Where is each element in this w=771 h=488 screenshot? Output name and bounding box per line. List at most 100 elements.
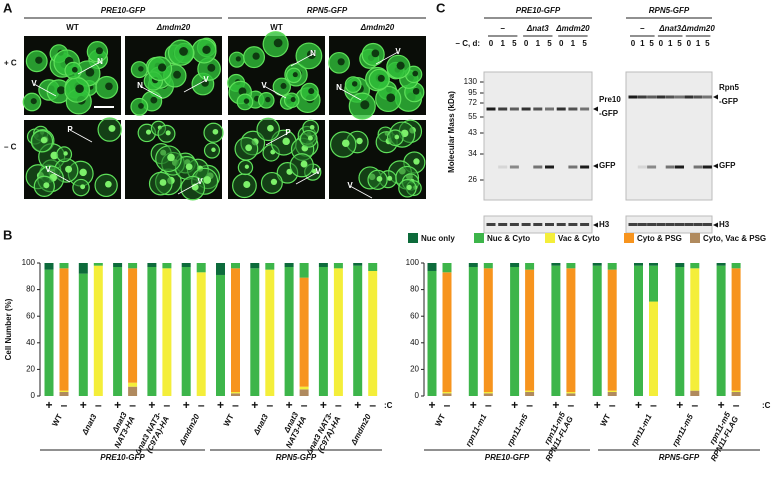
organelle bbox=[307, 135, 313, 141]
strain-label: Δnat3 bbox=[251, 412, 270, 437]
bar-segment bbox=[128, 263, 138, 269]
condition-sign: – bbox=[232, 398, 239, 412]
organelle bbox=[150, 96, 158, 104]
lane-number: 1 bbox=[696, 39, 701, 48]
bar-segment bbox=[299, 389, 309, 396]
blot-title: PRE10-GFP bbox=[516, 6, 561, 15]
organelle bbox=[201, 79, 209, 87]
annotation: V bbox=[395, 47, 401, 56]
organelle bbox=[43, 182, 50, 189]
organelle bbox=[341, 139, 350, 148]
organelle bbox=[387, 175, 393, 181]
organelle bbox=[337, 58, 345, 66]
band bbox=[693, 165, 703, 169]
bar-segment bbox=[649, 301, 658, 396]
bar-segment bbox=[299, 263, 309, 278]
organelle bbox=[412, 70, 419, 77]
group-label: PRE10-GFP bbox=[100, 453, 145, 462]
annotation: P bbox=[67, 125, 73, 134]
band-label: Rpn5 bbox=[719, 83, 740, 92]
pointer bbox=[183, 79, 207, 93]
condition-sign: – bbox=[164, 398, 171, 412]
bar-segment bbox=[128, 386, 138, 396]
band bbox=[556, 223, 566, 226]
bar-segment bbox=[78, 273, 88, 396]
bar-segment bbox=[716, 263, 726, 266]
band bbox=[509, 165, 519, 169]
organelle bbox=[267, 124, 274, 132]
annotation: V bbox=[261, 81, 267, 90]
organelle bbox=[80, 184, 86, 190]
bar-segment bbox=[634, 263, 643, 266]
organelle bbox=[280, 82, 287, 89]
bar-segment bbox=[483, 393, 493, 396]
pointer bbox=[290, 53, 314, 67]
organelle bbox=[40, 136, 48, 144]
bar-segment bbox=[551, 263, 561, 266]
column-label: Δmdm20 bbox=[156, 23, 191, 32]
bar-segment bbox=[427, 270, 437, 396]
bar-segment bbox=[318, 263, 328, 267]
band bbox=[580, 107, 590, 111]
bar-segment bbox=[113, 263, 123, 267]
pointer bbox=[33, 83, 57, 97]
bar-segment bbox=[690, 263, 700, 269]
band bbox=[545, 107, 554, 111]
legend-label: Nuc only bbox=[421, 234, 455, 243]
group-label: RPN5-GFP bbox=[276, 453, 317, 462]
arrowhead bbox=[713, 94, 718, 100]
mass-tick-label: 72 bbox=[468, 98, 477, 107]
bar-segment bbox=[442, 263, 452, 273]
bar-segment bbox=[690, 390, 700, 396]
bar-segment bbox=[731, 390, 741, 393]
band bbox=[533, 223, 543, 226]
strain-label: Δnat3 bbox=[80, 412, 99, 437]
bar-segment bbox=[566, 268, 576, 393]
legend-label: Nuc & Cyto bbox=[487, 234, 530, 243]
bar-segment bbox=[442, 272, 452, 393]
band bbox=[498, 107, 508, 111]
organelle bbox=[270, 178, 278, 186]
band bbox=[675, 95, 684, 99]
bar-segment bbox=[427, 263, 437, 271]
bar-segment bbox=[162, 268, 172, 396]
strain-label: Δnat3 bbox=[658, 24, 681, 33]
y-tick-label: 0 bbox=[415, 391, 420, 400]
organelle bbox=[212, 128, 219, 135]
condition-sign: – bbox=[129, 398, 136, 412]
lane-number: 0 bbox=[559, 39, 564, 48]
bar-segment bbox=[93, 263, 103, 266]
organelle bbox=[95, 47, 103, 55]
mass-tick-label: 95 bbox=[468, 88, 477, 97]
strain-label: WT bbox=[433, 413, 447, 428]
organelle bbox=[85, 67, 95, 77]
bar-segment bbox=[675, 263, 685, 267]
bar-segment bbox=[250, 268, 260, 396]
band-label: Pre10 bbox=[599, 95, 621, 104]
condition-sign: + bbox=[148, 398, 155, 412]
organelle bbox=[173, 70, 181, 79]
condition-sign: + bbox=[676, 398, 683, 412]
legend-label: Vac & Cyto bbox=[558, 234, 600, 243]
group-label: PRE10-GFP bbox=[485, 453, 530, 462]
bar-segment bbox=[147, 263, 157, 267]
bar-segment bbox=[483, 392, 493, 394]
band bbox=[647, 95, 657, 99]
organelle bbox=[179, 47, 188, 56]
bar-segment bbox=[231, 393, 240, 396]
organelle bbox=[138, 103, 144, 109]
bar-segment bbox=[147, 266, 157, 396]
bar-segment bbox=[525, 263, 535, 270]
organelle bbox=[371, 49, 380, 58]
legend-label: Cyto & PSG bbox=[637, 234, 682, 243]
organelle bbox=[244, 164, 250, 169]
group-label: RPN5-GFP bbox=[659, 453, 700, 462]
bar-segment bbox=[634, 265, 643, 396]
y-tick-label: 80 bbox=[410, 285, 419, 294]
y-tick-label: 60 bbox=[26, 311, 35, 320]
bar-segment bbox=[78, 263, 88, 274]
condition-sign: + bbox=[45, 398, 52, 412]
bar-segment bbox=[468, 263, 478, 267]
organelle bbox=[394, 134, 400, 140]
bar-segment bbox=[128, 382, 138, 387]
